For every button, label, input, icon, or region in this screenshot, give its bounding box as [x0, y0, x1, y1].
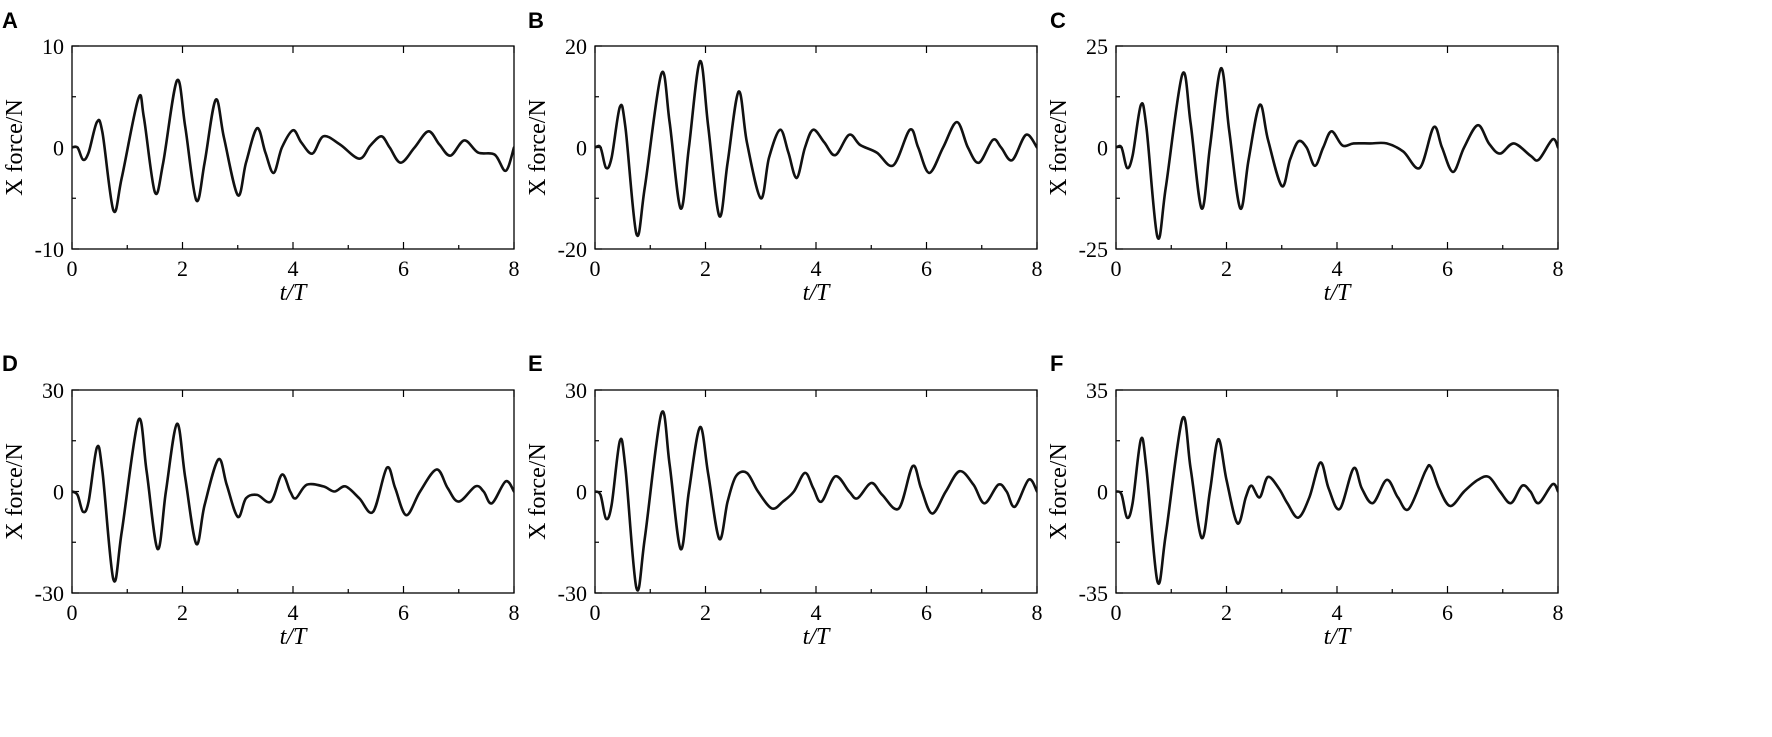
x-tick-label: 4 — [288, 256, 299, 281]
y-tick-label: 0 — [1097, 136, 1108, 161]
x-tick-label: 6 — [1442, 600, 1453, 625]
panel-letter: B — [528, 8, 544, 33]
x-tick-label: 6 — [1442, 256, 1453, 281]
x-axis-title: t/T — [1324, 624, 1352, 650]
panel-letter: D — [2, 351, 18, 376]
panel-letter: F — [1050, 351, 1063, 376]
x-axis-title: t/T — [1324, 280, 1352, 306]
x-tick-label: 8 — [509, 256, 520, 281]
x-tick-label: 8 — [1032, 600, 1043, 625]
x-tick-label: 2 — [1221, 256, 1232, 281]
y-axis-title: X force/N — [1046, 99, 1072, 196]
y-tick-label: 0 — [1097, 480, 1108, 505]
x-tick-label: 6 — [921, 256, 932, 281]
y-axis-title: X force/N — [525, 443, 551, 540]
x-tick-label: 2 — [1221, 600, 1232, 625]
series-line — [72, 417, 514, 583]
x-tick-label: 6 — [398, 600, 409, 625]
y-tick-label: -10 — [35, 237, 64, 262]
x-tick-label: 0 — [67, 600, 78, 625]
x-tick-label: 4 — [811, 256, 822, 281]
y-tick-label: 20 — [565, 34, 587, 59]
x-tick-label: 2 — [700, 600, 711, 625]
series-line — [595, 410, 1037, 592]
x-tick-label: 2 — [700, 256, 711, 281]
x-tick-label: 6 — [398, 256, 409, 281]
x-axis-title: t/T — [280, 280, 308, 306]
x-tick-label: 8 — [1032, 256, 1043, 281]
x-axis-title: t/T — [803, 280, 831, 306]
x-tick-label: 8 — [1553, 600, 1564, 625]
x-tick-label: 0 — [590, 600, 601, 625]
y-tick-label: 0 — [576, 480, 587, 505]
series-line — [1116, 415, 1558, 585]
y-tick-label: 35 — [1086, 378, 1108, 403]
x-tick-label: 2 — [177, 600, 188, 625]
x-axis-title: t/T — [280, 624, 308, 650]
y-tick-label: -20 — [558, 237, 587, 262]
y-tick-label: 0 — [53, 480, 64, 505]
y-tick-label: -25 — [1079, 237, 1108, 262]
x-tick-label: 0 — [1111, 600, 1122, 625]
x-tick-label: 2 — [177, 256, 188, 281]
series-line — [595, 59, 1037, 238]
y-tick-label: 25 — [1086, 34, 1108, 59]
panel-letter: A — [2, 8, 18, 33]
panel-letter: E — [528, 351, 543, 376]
y-axis-title: X force/N — [2, 99, 28, 196]
x-tick-label: 0 — [590, 256, 601, 281]
y-tick-label: -30 — [35, 581, 64, 606]
y-tick-label: 30 — [42, 378, 64, 403]
x-tick-label: 6 — [921, 600, 932, 625]
x-tick-label: 8 — [509, 600, 520, 625]
x-axis-title: t/T — [803, 624, 831, 650]
x-tick-label: 4 — [288, 600, 299, 625]
series-line — [72, 78, 514, 214]
x-tick-label: 4 — [811, 600, 822, 625]
x-tick-label: 0 — [67, 256, 78, 281]
y-axis-title: X force/N — [525, 99, 551, 196]
x-tick-label: 8 — [1553, 256, 1564, 281]
x-tick-label: 0 — [1111, 256, 1122, 281]
y-axis-title: X force/N — [2, 443, 28, 540]
x-tick-label: 4 — [1332, 256, 1343, 281]
series-line — [1116, 66, 1558, 241]
plot-frame — [71, 45, 515, 250]
y-tick-label: 30 — [565, 378, 587, 403]
panel-letter: C — [1050, 8, 1066, 33]
y-tick-label: 10 — [42, 34, 64, 59]
y-tick-label: -35 — [1079, 581, 1108, 606]
y-tick-label: -30 — [558, 581, 587, 606]
y-axis-title: X force/N — [1046, 443, 1072, 540]
y-tick-label: 0 — [53, 136, 64, 161]
y-tick-label: 0 — [576, 136, 587, 161]
x-tick-label: 4 — [1332, 600, 1343, 625]
